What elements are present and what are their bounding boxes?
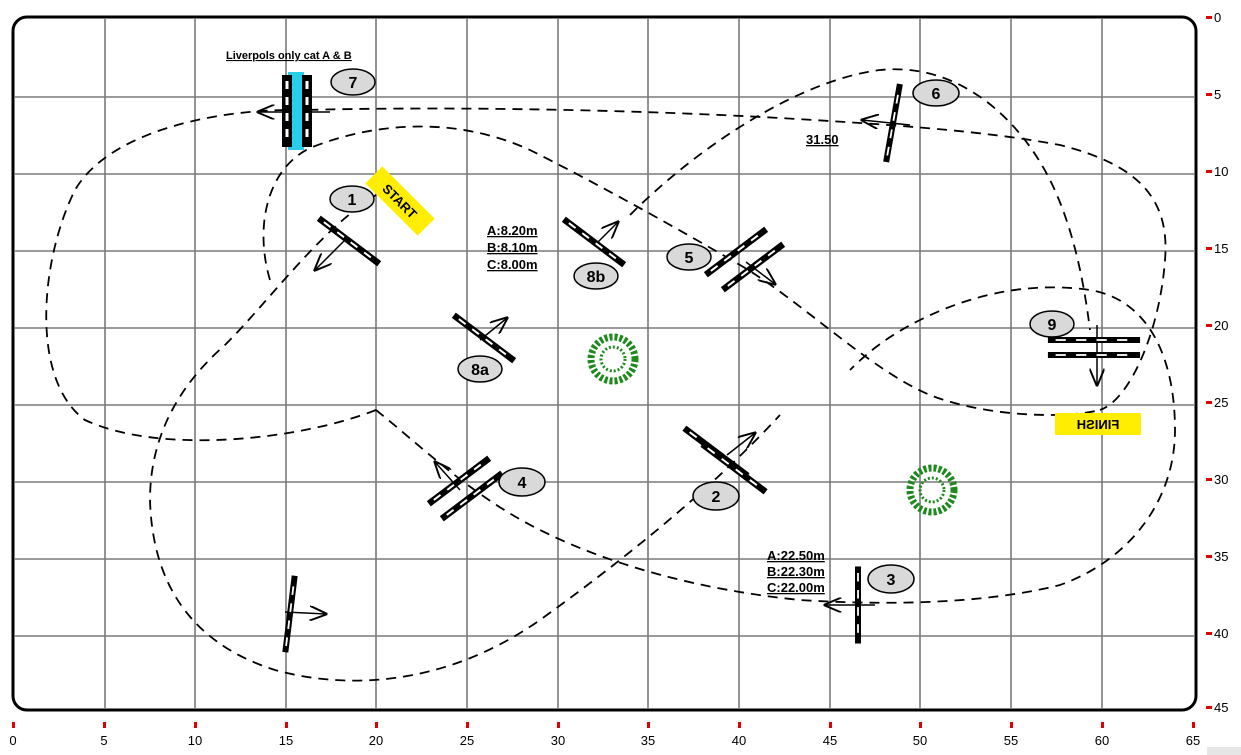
marker-8a-label: 8a [471,362,489,379]
gate-3 [855,566,861,644]
marker-4-label: 4 [518,475,527,492]
arrow-gate-2 [726,433,755,456]
x-tick-label: 55 [1004,733,1018,748]
gate-7 [282,72,312,150]
markers: 1 2 3 4 5 6 7 8a 8b 9 [329,68,1075,594]
distance-3: A:22.50m B:22.30m C:22.00m [767,548,825,595]
x-tick-label: 10 [188,733,202,748]
route-upper-sweep [262,125,1101,416]
arrow-gate-1 [315,239,346,270]
route-left-lobe [45,107,1167,442]
marker-1: 1 [329,185,375,213]
marker-2: 2 [692,481,740,511]
x-tick-label: 0 [9,733,16,748]
marker-7-label: 7 [349,75,358,92]
marker-7: 7 [330,68,376,96]
x-tick-label: 50 [913,733,927,748]
finish-label: FINISH [1077,417,1120,432]
x-tick-label: 40 [732,733,746,748]
x-tick-label: 30 [551,733,565,748]
distance-8b-c: C:8.00m [487,257,538,272]
y-tick-label: 45 [1214,700,1228,715]
distance-8b-b: B:8.10m [487,240,538,255]
distance-3-a: A:22.50m [767,548,825,563]
gate-7-accent [288,72,304,150]
heading-note: Liverpols only cat A & B [226,50,352,62]
x-tick-label: 5 [100,733,107,748]
marker-9: 9 [1029,310,1075,338]
x-tick-label: 15 [279,733,293,748]
x-tick-label: 35 [641,733,655,748]
distance-3-c: C:22.00m [767,580,825,595]
marker-9-label: 9 [1048,317,1057,334]
marker-2-label: 2 [712,489,721,506]
gates [282,72,1141,653]
marker-5: 5 [666,243,712,271]
route-path [45,68,1176,682]
marker-1-label: 1 [348,192,357,209]
marker-6-label: 6 [932,86,941,103]
marker-8b: 8b [573,262,619,290]
y-axis-labels: 0 5 10 15 20 25 30 35 40 45 [1214,10,1228,715]
distance-6: 31.50 [806,132,839,147]
y-tick-label: 10 [1214,164,1228,179]
y-tick-label: 20 [1214,318,1228,333]
y-tick-label: 30 [1214,472,1228,487]
route-left-loop [149,194,781,682]
marker-3: 3 [867,564,915,594]
y-tick-label: 5 [1214,87,1221,102]
distance-8b: A:8.20m B:8.10m C:8.00m [487,223,538,272]
x-tick-label: 45 [823,733,837,748]
arena-frame [11,15,1198,712]
route-cross [375,286,1176,604]
x-tick-label: 20 [369,733,383,748]
y-tick-label: 25 [1214,395,1228,410]
arrow-gate-8b [597,222,618,243]
x-tick-label: 25 [460,733,474,748]
distance-3-b: B:22.30m [767,564,825,579]
tree-obstacle [906,464,958,516]
marker-8a: 8a [457,355,503,383]
marker-3-label: 3 [887,572,896,589]
corner-widget [1207,747,1241,755]
y-tick-label: 15 [1214,241,1228,256]
marker-6: 6 [912,79,960,107]
y-tick-label: 0 [1214,10,1221,25]
marker-5-label: 5 [685,250,694,267]
axis-ticks [12,16,1212,728]
distance-8b-a: A:8.20m [487,223,538,238]
x-axis-labels: 0 5 10 15 20 25 30 35 40 45 50 55 60 65 [9,733,1200,748]
marker-8b-label: 8b [587,269,606,286]
x-tick-label: 60 [1095,733,1109,748]
x-tick-label: 65 [1186,733,1200,748]
finish-sign: FINISH [1055,413,1141,435]
marker-4: 4 [498,467,546,497]
y-tick-label: 35 [1214,549,1228,564]
arrow-gate-6 [862,120,911,125]
tree-obstacle [587,333,639,385]
y-tick-label: 40 [1214,626,1228,641]
